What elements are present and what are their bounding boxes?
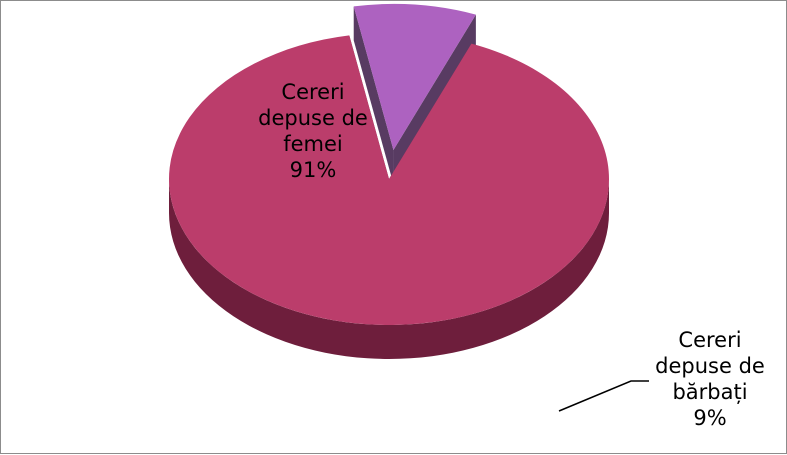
slice-label-text: Cereri — [281, 80, 344, 104]
slice-label-text: Cereri — [678, 328, 741, 352]
slice-value-label: 91% — [290, 158, 337, 182]
slice-label-text: bărbați — [672, 380, 747, 404]
pie-slice-1 — [169, 35, 609, 326]
pie-slice-2 — [353, 3, 476, 150]
label-leader-line — [558, 380, 649, 412]
slice-label-text: femei — [283, 132, 343, 156]
slice-label-text: depuse de — [655, 354, 765, 378]
slice-value-label: 9% — [693, 406, 726, 430]
slice-label-text: depuse de — [258, 106, 368, 130]
pie-slice-rim-1 — [169, 179, 609, 359]
pie-slice-wall-2-1 — [353, 6, 394, 184]
